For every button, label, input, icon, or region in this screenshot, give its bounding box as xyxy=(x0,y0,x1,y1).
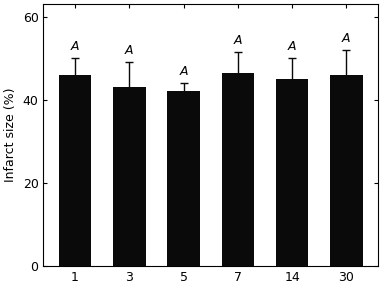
Text: A: A xyxy=(71,40,79,53)
Bar xyxy=(330,75,363,266)
Bar xyxy=(167,91,200,266)
Bar xyxy=(276,79,308,266)
Text: A: A xyxy=(125,44,133,57)
Text: A: A xyxy=(342,32,351,45)
Bar xyxy=(113,87,146,266)
Y-axis label: Infarct size (%): Infarct size (%) xyxy=(4,88,17,182)
Text: A: A xyxy=(179,65,188,78)
Bar xyxy=(59,75,91,266)
Text: A: A xyxy=(233,34,242,47)
Bar xyxy=(222,73,254,266)
Text: A: A xyxy=(288,40,296,53)
